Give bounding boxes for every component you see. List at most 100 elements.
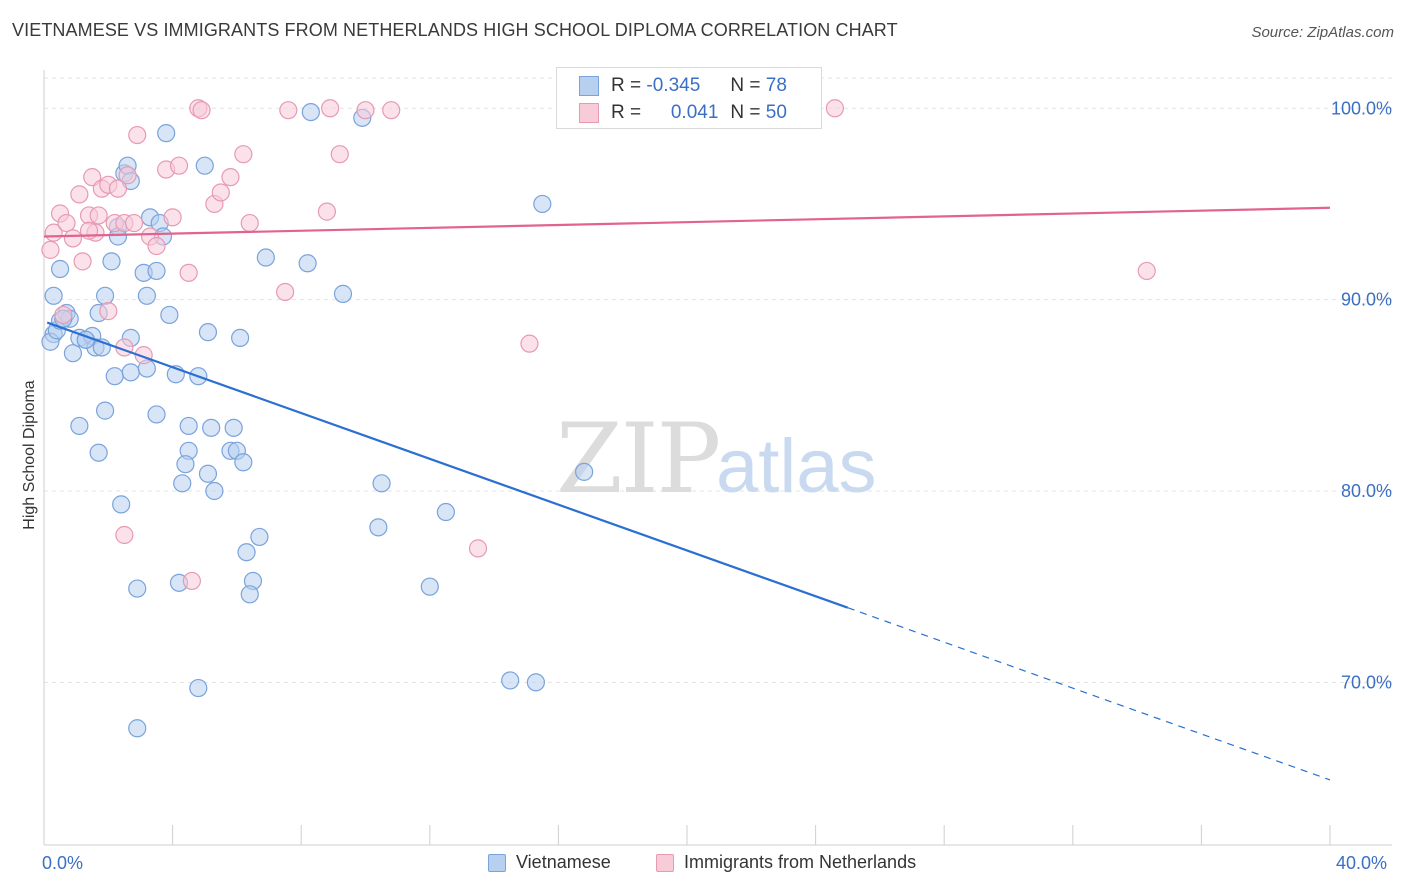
point-vietnamese: [128, 579, 147, 598]
chart-title: VIETNAMESE VS IMMIGRANTS FROM NETHERLAND…: [12, 20, 898, 40]
watermark-zip: ZIP: [556, 403, 719, 515]
point-vietnamese: [157, 124, 176, 143]
point-netherlands: [128, 125, 147, 145]
point-vietnamese: [240, 585, 259, 604]
point-vietnamese: [420, 577, 439, 596]
point-netherlands: [825, 99, 844, 118]
point-vietnamese: [160, 305, 179, 325]
point-vietnamese: [112, 495, 131, 514]
point-netherlands: [279, 101, 298, 120]
point-netherlands: [1137, 261, 1156, 281]
point-netherlands: [99, 302, 118, 321]
point-vietnamese: [501, 671, 520, 690]
point-netherlands: [124, 213, 144, 233]
point-vietnamese: [202, 418, 221, 437]
stats-swatch-netherlands: [579, 103, 599, 123]
stats-swatch-vietnamese: [579, 76, 599, 96]
point-netherlands: [356, 101, 375, 120]
legend-label-vietnamese: Vietnamese: [516, 852, 611, 872]
point-vietnamese: [237, 543, 256, 562]
trend-lines: [43, 206, 1331, 781]
point-vietnamese: [256, 248, 275, 267]
point-vietnamese: [298, 254, 317, 273]
stats-row-netherlands: R = 0.041 N = 50: [579, 100, 787, 126]
point-netherlands: [276, 282, 295, 302]
stats-r-label: R =: [611, 75, 642, 96]
stats-row-vietnamese: R = -0.345 N = 78: [579, 73, 787, 99]
point-vietnamese: [128, 719, 147, 738]
point-vietnamese: [173, 474, 192, 493]
point-netherlands: [41, 240, 60, 259]
point-netherlands: [240, 213, 259, 233]
stats-r-label: R =: [611, 102, 642, 123]
point-netherlands: [221, 168, 240, 187]
point-vietnamese: [234, 453, 253, 472]
point-vietnamese: [205, 481, 224, 501]
point-vietnamese: [102, 252, 121, 271]
stats-r-value: -0.345: [646, 75, 701, 96]
y-tick-label: 90.0%: [1341, 290, 1392, 310]
point-netherlands: [163, 208, 182, 227]
point-vietnamese: [105, 367, 124, 386]
point-netherlands: [54, 305, 73, 325]
point-vietnamese: [179, 416, 198, 436]
x-tick-label-max: 40.0%: [1336, 853, 1388, 873]
legend-label-netherlands: Immigrants from Netherlands: [684, 852, 917, 872]
point-vietnamese: [198, 464, 218, 483]
source-label: Source: ZipAtlas.com: [1251, 24, 1394, 41]
point-netherlands: [520, 334, 539, 353]
point-vietnamese: [372, 474, 391, 493]
point-vietnamese: [147, 405, 166, 424]
point-vietnamese: [95, 286, 115, 305]
point-netherlands: [89, 206, 108, 225]
point-vietnamese: [533, 194, 552, 214]
bottom-legend: Vietnamese Immigrants from Netherlands: [0, 852, 1406, 878]
point-vietnamese: [333, 284, 353, 303]
point-netherlands: [169, 156, 189, 175]
trend-line-vietnamese-extension: [847, 607, 1331, 781]
point-vietnamese: [189, 678, 208, 698]
point-vietnamese: [44, 286, 63, 305]
legend-swatch-netherlands: [656, 853, 674, 872]
point-vietnamese: [95, 401, 115, 420]
point-netherlands: [108, 179, 128, 198]
x-tick-label-min: 0.0%: [42, 853, 84, 873]
legend-item-netherlands[interactable]: Immigrants from Netherlands: [656, 852, 916, 873]
trend-line-vietnamese: [46, 321, 849, 609]
point-vietnamese: [137, 286, 156, 305]
stats-legend: R = -0.345 N = 78 R = 0.041 N = 50: [556, 67, 822, 129]
point-netherlands: [192, 101, 211, 120]
point-netherlands: [115, 525, 134, 545]
point-vietnamese: [231, 328, 250, 348]
axes: [43, 70, 1392, 846]
point-vietnamese: [301, 102, 320, 122]
point-netherlands: [211, 183, 230, 202]
watermark-atlas: atlas: [716, 424, 877, 509]
point-vietnamese: [63, 344, 83, 363]
trend-line-netherlands: [43, 206, 1331, 238]
y-tick-label: 80.0%: [1341, 481, 1392, 501]
point-vietnamese: [526, 673, 545, 692]
point-netherlands: [321, 99, 340, 118]
point-netherlands: [330, 145, 349, 164]
stats-n-value: 50: [765, 102, 787, 123]
point-netherlands: [73, 252, 92, 271]
point-vietnamese: [250, 527, 269, 547]
point-vietnamese: [436, 502, 455, 522]
point-vietnamese: [176, 455, 195, 474]
point-vietnamese: [89, 443, 108, 462]
y-tick-labels: 70.0% 80.0% 90.0% 100.0%: [1331, 98, 1392, 692]
point-netherlands: [57, 213, 76, 233]
point-netherlands: [468, 539, 488, 558]
point-netherlands: [118, 166, 137, 185]
point-netherlands: [382, 101, 401, 120]
data-points: [41, 99, 1156, 738]
stats-n-label: N =: [730, 75, 761, 96]
point-netherlands: [317, 202, 337, 221]
stats-n-label: N =: [730, 102, 761, 123]
point-vietnamese: [369, 518, 388, 537]
legend-item-vietnamese[interactable]: Vietnamese: [488, 852, 611, 873]
point-netherlands: [70, 185, 89, 204]
point-vietnamese: [121, 363, 140, 382]
